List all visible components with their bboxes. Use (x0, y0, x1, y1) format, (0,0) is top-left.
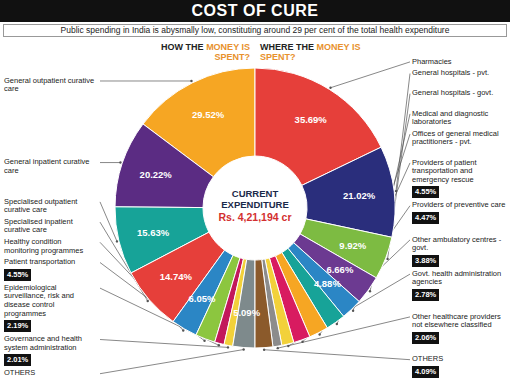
html-text:Providers of patient transport: Providers of patient transportation and … (412, 157, 477, 184)
html-text:OTHERS: OTHERS (4, 368, 36, 378)
html-text:Providers of preventive care: Providers of preventive care (412, 200, 506, 210)
svg-text:14.74%: 14.74% (160, 271, 193, 282)
svg-text:4.88%: 4.88% (314, 278, 341, 289)
svg-text:6.05%: 6.05% (189, 293, 216, 304)
html-text:COST OF CURE: COST OF CURE (191, 2, 319, 19)
svg-text:20.22%: 20.22% (140, 169, 173, 180)
html-text:Other healthcare providers not: Other healthcare providers not elsewhere… (412, 311, 501, 330)
svg-text:15.63%: 15.63% (137, 227, 170, 238)
svg-text:9.92%: 9.92% (339, 240, 366, 251)
html-text:4.09%: 4.09% (415, 367, 437, 376)
html-text:General hospitals - pvt.: General hospitals - pvt. (412, 68, 490, 78)
html-text:Public spending in India is ab: Public spending in India is abysmally lo… (60, 25, 450, 35)
html-text:Patient transportation: Patient transportation (4, 257, 76, 267)
html-text:Specialised outpatient curativ: Specialised outpatient curative care (4, 196, 78, 215)
svg-text:5.09%: 5.09% (233, 307, 260, 318)
html-text:Specialised inpatient curative: Specialised inpatient curative care (4, 216, 73, 235)
html-text:Medical and diagnostic laborat: Medical and diagnostic laboratories (412, 108, 489, 127)
html-text:Offices of general medical pra: Offices of general medical practitioners… (412, 128, 499, 147)
html-text:2.78%: 2.78% (415, 290, 437, 299)
html-text:Epidemiological surveillance,: Epidemiological surveillance, risk and d… (4, 282, 74, 318)
svg-text:21.02%: 21.02% (343, 190, 376, 201)
html-text:HOW THE MONEY IS: HOW THE MONEY IS (161, 42, 250, 52)
html-text:General outpatient curative ca: General outpatient curative care (4, 75, 95, 94)
html-text:4.55%: 4.55% (415, 187, 437, 197)
html-text:3.88%: 3.88% (415, 255, 437, 265)
html-text:2.06%: 2.06% (415, 332, 437, 342)
html-text:Govt. health administration ag: Govt. health administration agencies (412, 268, 502, 287)
html-text:Rs. 4,21,194 cr: Rs. 4,21,194 cr (218, 211, 292, 223)
html-text:Governance and health system a: Governance and health system administrat… (4, 334, 82, 352)
html-text:Pharmacies: Pharmacies (412, 56, 452, 66)
html-text:2.01%: 2.01% (7, 355, 29, 365)
svg-text:35.69%: 35.69% (295, 114, 328, 125)
html-text:Healthy condition monitoring p: Healthy condition monitoring programmes (4, 237, 84, 255)
svg-text:29.52%: 29.52% (192, 109, 225, 120)
html-text:OTHERS: OTHERS (412, 354, 444, 364)
html-text:General inpatient curative car: General inpatient curative care (4, 157, 90, 175)
html-text:Other ambulatory centres - gov: Other ambulatory centres - govt. (412, 234, 502, 253)
html-text:4.55%: 4.55% (7, 269, 29, 279)
html-text:2.19%: 2.19% (7, 321, 29, 331)
html-text:SPENT?: SPENT? (214, 52, 250, 62)
html-text:4.47%: 4.47% (415, 213, 437, 222)
html-text:WHERE THE MONEY IS: WHERE THE MONEY IS (260, 42, 361, 52)
html-text:SPENT?: SPENT? (260, 52, 296, 62)
svg-text:6.66%: 6.66% (326, 264, 353, 275)
html-text:General hospitals - govt.: General hospitals - govt. (412, 88, 494, 98)
html-text:CURRENT EXPENDITURE: CURRENT EXPENDITURE (221, 188, 289, 210)
